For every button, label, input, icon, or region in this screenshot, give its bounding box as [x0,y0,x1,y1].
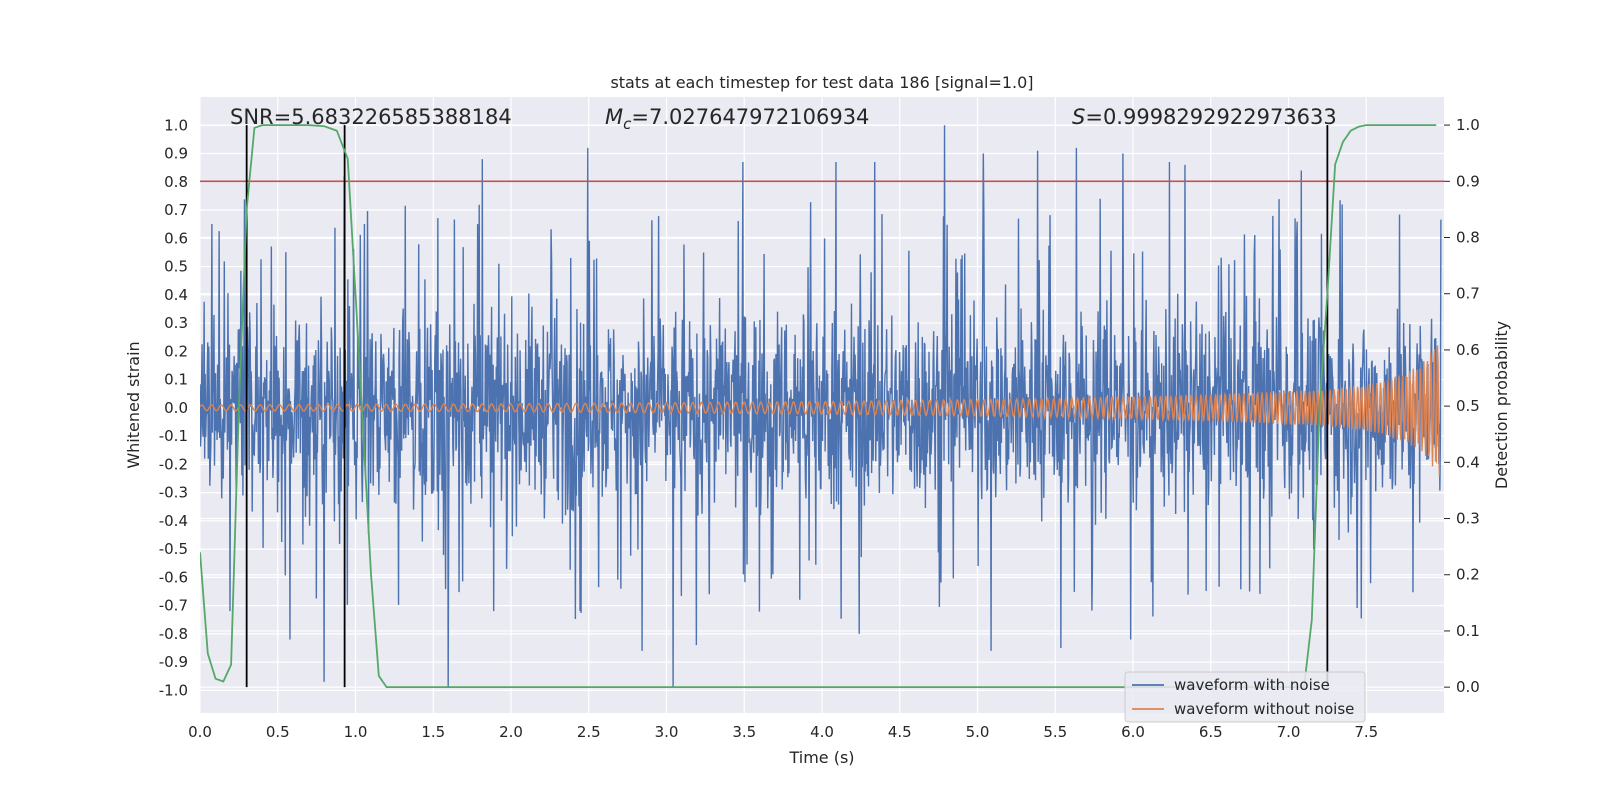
y-tick-label-left: -0.7 [159,597,188,615]
series-line-waveform-without-noise [200,345,1441,476]
chirp-mass-subscript: c [623,115,632,133]
y-tick-label-right: 1.0 [1456,116,1480,134]
y-tick-label-left: 1.0 [164,116,188,134]
y-tick-label-left: 0.6 [164,229,188,247]
legend-box [1124,671,1366,723]
y-tick-label-left: 0.7 [164,201,188,219]
legend-label-noise: waveform with noise [1174,676,1330,694]
y-axis-label-left: Whitened strain [124,341,143,468]
y-tick-label-left: 0.2 [164,342,188,360]
x-tick-label: 3.0 [655,723,679,741]
s-annotation: S=0.9998292922973633 [1072,105,1337,129]
x-tick-label: 4.5 [888,723,912,741]
y-tick-label-left: 0.9 [164,145,188,163]
x-tick-label: 0.0 [188,723,212,741]
y-tick-label-right: 0.4 [1456,453,1480,471]
y-tick-label-left: 0.8 [164,173,188,191]
y-tick-label-left: 0.5 [164,258,188,276]
s-symbol: S [1072,105,1085,129]
y-tick-label-left: -0.3 [159,484,188,502]
x-tick-label: 3.5 [732,723,756,741]
axes: 0.0 0.5 1.0 1.5 2.0 2.5 3.0 3.5 4.0 4.5 5.0 5.5 6.0 6… [159,116,1480,741]
y-tick-label-left: -0.1 [159,427,188,445]
y-tick-label-left: -1.0 [159,681,188,699]
x-tick-label: 5.5 [1043,723,1067,741]
x-tick-label: 1.5 [421,723,445,741]
plot-content [200,124,1444,689]
snr-annotation: SNR=5.683226585388184 [230,105,512,129]
y-tick-label-left: 0.4 [164,286,188,304]
y-tick-label-right: 0.9 [1456,172,1480,190]
x-tick-label: 7.5 [1354,723,1378,741]
x-tick-label: 6.5 [1199,723,1223,741]
chart-title: stats at each timestep for test data 186… [610,73,1033,92]
x-tick-label: 2.0 [499,723,523,741]
x-tick-label: 0.5 [266,723,290,741]
legend: waveform with noise waveform without noi… [1124,671,1366,723]
x-tick-label: 7.0 [1277,723,1301,741]
x-axis-label: Time (s) [788,748,854,767]
y-tick-label-left: -0.9 [159,653,188,671]
y-axis-label-right: Detection probability [1492,321,1511,489]
x-tick-label: 6.0 [1121,723,1145,741]
y-tick-label-right: 0.8 [1456,229,1480,247]
x-tick-label: 5.0 [966,723,990,741]
x-tick-label: 4.0 [810,723,834,741]
y-tick-label-right: 0.3 [1456,510,1480,528]
y-tick-label-left: -0.5 [159,540,188,558]
y-tick-label-left: 0.0 [164,399,188,417]
legend-label-clean: waveform without noise [1174,700,1354,718]
chirp-mass-annotation: Mc=7.027647972106934 [605,105,869,133]
y-tick-label-left: 0.3 [164,314,188,332]
y-tick-label-right: 0.6 [1456,341,1480,359]
x-tick-label: 1.0 [344,723,368,741]
y-tick-label-right: 0.2 [1456,566,1480,584]
series-line-waveform-with-noise [200,125,1442,688]
y-tick-label-left: -0.2 [159,455,188,473]
chirp-mass-value: =7.027647972106934 [631,105,869,129]
y-tick-label-right: 0.5 [1456,397,1480,415]
y-tick-label-left: -0.8 [159,625,188,643]
y-tick-label-left: 0.1 [164,371,188,389]
y-tick-label-left: -0.4 [159,512,188,530]
x-tick-label: 2.5 [577,723,601,741]
series-line-detection-probability [200,124,1437,689]
y-tick-label-right: 0.7 [1456,285,1480,303]
y-tick-label-right: 0.0 [1456,678,1480,696]
y-tick-label-left: -0.6 [159,568,188,586]
chirp-mass-symbol: M [605,105,623,129]
y-tick-label-right: 0.1 [1456,622,1480,640]
s-value: =0.9998292922973633 [1085,105,1336,129]
